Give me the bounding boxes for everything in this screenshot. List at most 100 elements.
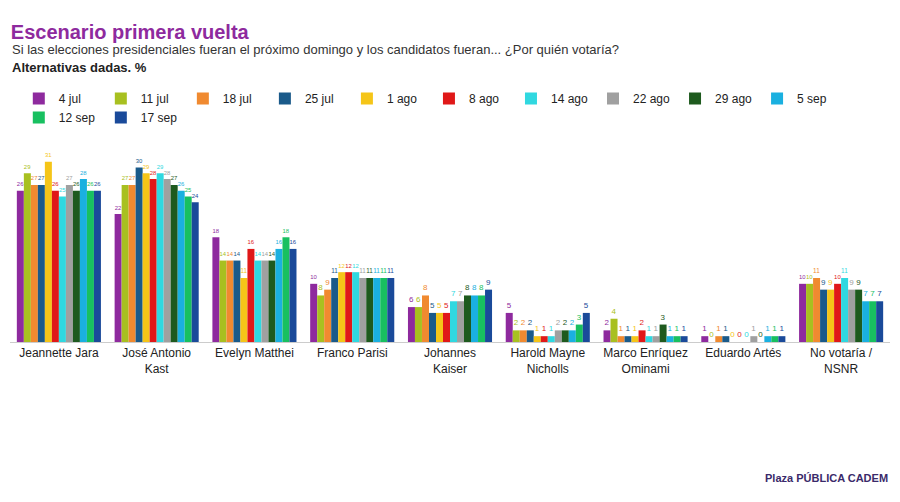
svg-text:25: 25 [185, 187, 192, 193]
svg-text:7: 7 [870, 289, 875, 298]
svg-text:27: 27 [171, 175, 178, 181]
svg-text:30: 30 [136, 158, 143, 164]
svg-text:0: 0 [744, 330, 749, 339]
svg-text:27: 27 [38, 175, 45, 181]
svg-text:3: 3 [577, 313, 582, 322]
svg-text:14 ago: 14 ago [551, 92, 588, 106]
svg-text:Alternativas dadas. %: Alternativas dadas. % [12, 60, 147, 75]
svg-text:1: 1 [779, 324, 784, 333]
svg-text:2: 2 [605, 318, 610, 327]
svg-text:16: 16 [247, 239, 254, 245]
svg-text:11: 11 [373, 267, 380, 274]
svg-text:9: 9 [849, 278, 854, 287]
svg-text:1: 1 [772, 324, 777, 333]
svg-text:Escenario primera vuelta: Escenario primera vuelta [11, 21, 250, 43]
svg-text:0: 0 [730, 330, 735, 339]
svg-text:1 ago: 1 ago [387, 92, 417, 106]
svg-text:16: 16 [289, 239, 296, 245]
svg-text:7: 7 [877, 289, 882, 298]
svg-text:14: 14 [254, 251, 261, 257]
svg-text:3: 3 [661, 313, 666, 322]
svg-text:12: 12 [352, 263, 359, 269]
svg-text:26: 26 [52, 181, 59, 187]
svg-text:Franco Parisi: Franco Parisi [317, 346, 388, 360]
svg-text:9: 9 [828, 278, 833, 287]
svg-text:1: 1 [654, 324, 659, 333]
svg-text:10: 10 [806, 274, 813, 280]
svg-text:5: 5 [507, 301, 512, 310]
svg-text:No votaría /NSNR: No votaría /NSNR [810, 346, 873, 376]
svg-text:Marco EnríquezOminami: Marco EnríquezOminami [603, 346, 688, 376]
svg-text:26: 26 [87, 181, 94, 187]
svg-text:29: 29 [24, 164, 31, 170]
svg-text:29: 29 [143, 164, 150, 170]
svg-text:Si las elecciones presidencial: Si las elecciones presidenciales fueran … [12, 42, 619, 57]
svg-text:2: 2 [521, 318, 526, 327]
svg-text:11: 11 [813, 267, 820, 274]
svg-text:18 jul: 18 jul [223, 92, 252, 106]
svg-text:8: 8 [465, 283, 470, 292]
svg-text:26: 26 [94, 181, 101, 187]
svg-text:28: 28 [164, 170, 171, 176]
svg-text:12 sep: 12 sep [59, 111, 95, 125]
svg-text:2: 2 [528, 318, 533, 327]
svg-text:7: 7 [451, 289, 456, 298]
svg-text:18: 18 [282, 228, 289, 234]
svg-text:12: 12 [338, 263, 345, 269]
svg-text:1: 1 [668, 324, 673, 333]
svg-text:10: 10 [834, 274, 841, 280]
svg-text:10: 10 [310, 274, 317, 280]
svg-text:16: 16 [275, 239, 282, 245]
svg-text:0: 0 [709, 330, 714, 339]
svg-text:6: 6 [409, 295, 414, 304]
svg-text:1: 1 [682, 324, 687, 333]
svg-text:2: 2 [556, 318, 561, 327]
svg-text:6: 6 [416, 295, 421, 304]
svg-text:24: 24 [192, 193, 199, 199]
svg-text:Jeannette Jara: Jeannette Jara [19, 346, 99, 360]
svg-text:14: 14 [219, 251, 226, 257]
svg-text:5: 5 [430, 301, 435, 310]
svg-text:5: 5 [444, 301, 449, 310]
svg-text:9: 9 [325, 278, 330, 287]
svg-text:8: 8 [423, 283, 428, 292]
svg-text:25: 25 [59, 187, 66, 193]
svg-text:26: 26 [73, 181, 80, 187]
svg-text:4: 4 [612, 307, 617, 316]
svg-text:14: 14 [226, 251, 233, 257]
svg-text:29 ago: 29 ago [715, 92, 752, 106]
svg-text:1: 1 [723, 324, 728, 333]
svg-text:10: 10 [799, 274, 806, 280]
svg-text:5 sep: 5 sep [797, 92, 827, 106]
svg-text:0: 0 [758, 330, 763, 339]
svg-text:5: 5 [584, 301, 589, 310]
svg-text:1: 1 [702, 324, 707, 333]
svg-text:1: 1 [633, 324, 638, 333]
svg-text:8: 8 [472, 283, 477, 292]
svg-text:1: 1 [535, 324, 540, 333]
svg-text:27: 27 [129, 175, 136, 181]
svg-text:Plaza PÚBLICA CADEM: Plaza PÚBLICA CADEM [765, 472, 888, 484]
svg-text:1: 1 [716, 324, 721, 333]
svg-text:27: 27 [31, 175, 38, 181]
svg-text:25 jul: 25 jul [305, 92, 334, 106]
svg-text:18: 18 [212, 228, 219, 234]
svg-text:1: 1 [542, 324, 547, 333]
svg-text:4 jul: 4 jul [59, 92, 81, 106]
svg-text:Evelyn Matthei: Evelyn Matthei [215, 346, 294, 360]
svg-text:29: 29 [157, 164, 164, 170]
svg-text:11: 11 [331, 267, 338, 274]
svg-text:11: 11 [387, 267, 394, 274]
svg-text:José AntonioKast: José AntonioKast [122, 346, 191, 376]
svg-text:22 ago: 22 ago [633, 92, 670, 106]
svg-text:26: 26 [178, 181, 185, 187]
svg-text:2: 2 [563, 318, 568, 327]
svg-text:1: 1 [549, 324, 554, 333]
svg-text:11: 11 [366, 267, 373, 274]
svg-text:11 jul: 11 jul [141, 92, 169, 106]
svg-text:1: 1 [751, 324, 756, 333]
svg-text:11: 11 [240, 267, 247, 274]
svg-text:9: 9 [821, 278, 826, 287]
svg-text:8: 8 [318, 283, 323, 292]
svg-text:8 ago: 8 ago [469, 92, 499, 106]
